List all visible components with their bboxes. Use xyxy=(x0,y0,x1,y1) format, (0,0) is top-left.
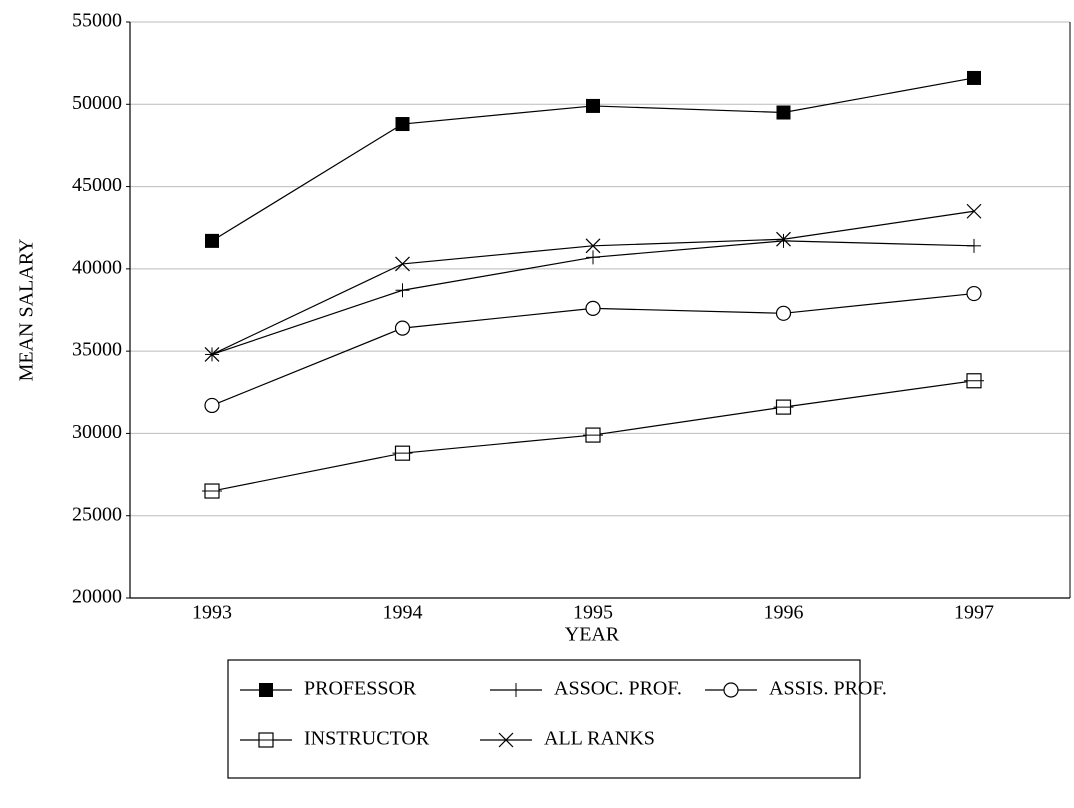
marker xyxy=(585,300,601,316)
marker-square xyxy=(395,117,410,132)
x-axis-label: YEAR xyxy=(565,624,620,646)
marker xyxy=(966,285,982,302)
marker-square xyxy=(205,233,219,248)
y-tick-label: 50000 xyxy=(72,92,122,114)
legend-label: PROFESSOR xyxy=(304,678,417,700)
x-tick-label: 1996 xyxy=(764,602,804,624)
marker xyxy=(723,682,739,698)
marker xyxy=(498,732,514,748)
legend-box xyxy=(227,659,861,779)
legend-label: ASSIS. PROF. xyxy=(769,678,887,700)
marker xyxy=(392,445,413,461)
y-tick-label: 55000 xyxy=(72,10,122,32)
marker xyxy=(585,238,601,254)
series-line xyxy=(211,210,975,355)
marker-stroke xyxy=(966,203,982,219)
marker xyxy=(967,238,981,253)
marker xyxy=(394,320,411,336)
legend-label: INSTRUCTOR xyxy=(304,728,430,750)
x-tick-label: 1994 xyxy=(383,602,423,624)
marker-circle xyxy=(966,285,982,302)
marker xyxy=(586,98,600,113)
marker xyxy=(395,283,410,298)
marker xyxy=(964,373,984,389)
y-tick-label: 25000 xyxy=(72,503,122,525)
marker-circle xyxy=(775,305,792,321)
y-tick-label: 20000 xyxy=(72,586,122,608)
marker xyxy=(967,70,981,85)
legend-label: ALL RANKS xyxy=(544,728,655,750)
marker xyxy=(395,117,410,132)
legend-label: ASSOC. PROF. xyxy=(554,678,682,700)
marker-square xyxy=(586,98,600,113)
y-axis-label: MEAN SALARY xyxy=(16,239,38,382)
y-tick-label: 30000 xyxy=(72,421,122,443)
y-tick-label: 35000 xyxy=(72,339,122,361)
marker-stroke xyxy=(585,238,601,254)
marker xyxy=(259,683,273,697)
marker-stroke xyxy=(395,256,410,272)
marker xyxy=(395,256,410,272)
marker xyxy=(204,347,220,362)
y-tick-label: 40000 xyxy=(72,256,122,278)
marker-stroke xyxy=(498,732,514,748)
marker xyxy=(773,399,794,415)
marker xyxy=(776,233,791,248)
marker xyxy=(776,105,791,120)
marker-circle xyxy=(585,300,601,316)
marker xyxy=(202,483,222,499)
marker xyxy=(509,683,523,697)
marker xyxy=(776,231,791,247)
marker-square xyxy=(259,683,273,697)
x-tick-label: 1995 xyxy=(573,602,613,624)
marker-square xyxy=(967,70,981,85)
marker xyxy=(256,732,276,748)
x-tick-label: 1993 xyxy=(192,602,232,624)
marker xyxy=(583,427,603,443)
marker-square xyxy=(776,105,791,120)
marker xyxy=(586,250,600,265)
y-tick-label: 45000 xyxy=(72,174,122,196)
marker xyxy=(966,203,982,219)
marker-circle xyxy=(204,397,220,414)
marker xyxy=(775,305,792,321)
marker-stroke xyxy=(776,231,791,247)
marker xyxy=(204,397,220,414)
x-tick-label: 1997 xyxy=(954,602,994,624)
marker-circle xyxy=(394,320,411,336)
marker xyxy=(205,233,219,248)
marker-stroke xyxy=(204,347,220,362)
marker-circle xyxy=(723,682,739,698)
